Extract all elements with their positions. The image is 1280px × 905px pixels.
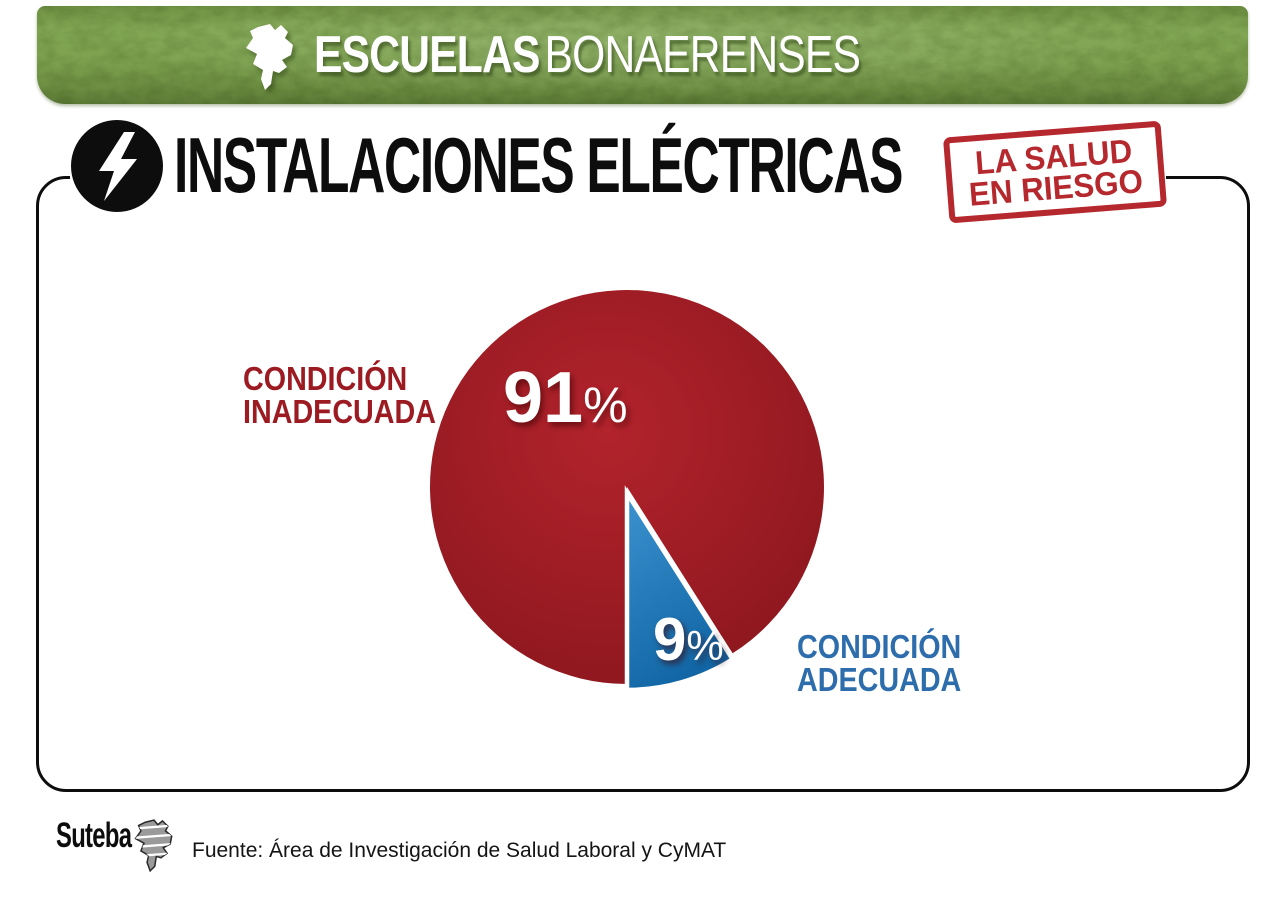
category-inadecuada-line1: CONDICIÓN	[243, 360, 408, 397]
category-adecuada-line2: ADECUADA	[797, 661, 962, 698]
buenos-aires-province-map-icon	[246, 24, 294, 90]
percent-sign: %	[686, 622, 724, 669]
banner-title-bold: ESCUELAS	[314, 26, 541, 84]
health-risk-stamp: LA SALUD EN RIESGO	[942, 120, 1168, 224]
lightning-badge	[71, 120, 163, 212]
suteba-province-map-icon	[134, 819, 173, 873]
source-text: Fuente: Área de Investigación de Salud L…	[192, 839, 727, 862]
banner-content: ESCUELASBONAERENSES	[37, 6, 1248, 104]
percent-sign: %	[583, 377, 628, 433]
value-inadecuada: 91	[503, 358, 584, 438]
category-label-inadecuada: CONDICIÓN INADECUADA	[243, 362, 436, 428]
suteba-logo-text: Suteba	[56, 816, 132, 855]
pie-slice-condicion-inadecuada	[429, 289, 824, 684]
banner-title: ESCUELASBONAERENSES	[314, 26, 861, 84]
pie-slice-condicion-adecuada	[624, 485, 736, 693]
banner-grunge-texture	[37, 6, 1248, 104]
category-inadecuada-line2: INADECUADA	[243, 393, 437, 430]
category-adecuada-line1: CONDICIÓN	[797, 628, 962, 665]
banner: ESCUELASBONAERENSES	[37, 6, 1248, 104]
page-title: INSTALACIONES ELÉCTRICAS	[170, 121, 912, 213]
value-label-adecuada: 9%	[653, 610, 724, 674]
lightning-bolt-icon	[99, 132, 137, 201]
pie-chart	[429, 289, 824, 693]
value-label-inadecuada: 91%	[503, 362, 628, 437]
category-label-adecuada: CONDICIÓN ADECUADA	[797, 630, 961, 696]
value-adecuada: 9	[653, 606, 687, 673]
banner-title-light: BONAERENSES	[545, 26, 861, 84]
